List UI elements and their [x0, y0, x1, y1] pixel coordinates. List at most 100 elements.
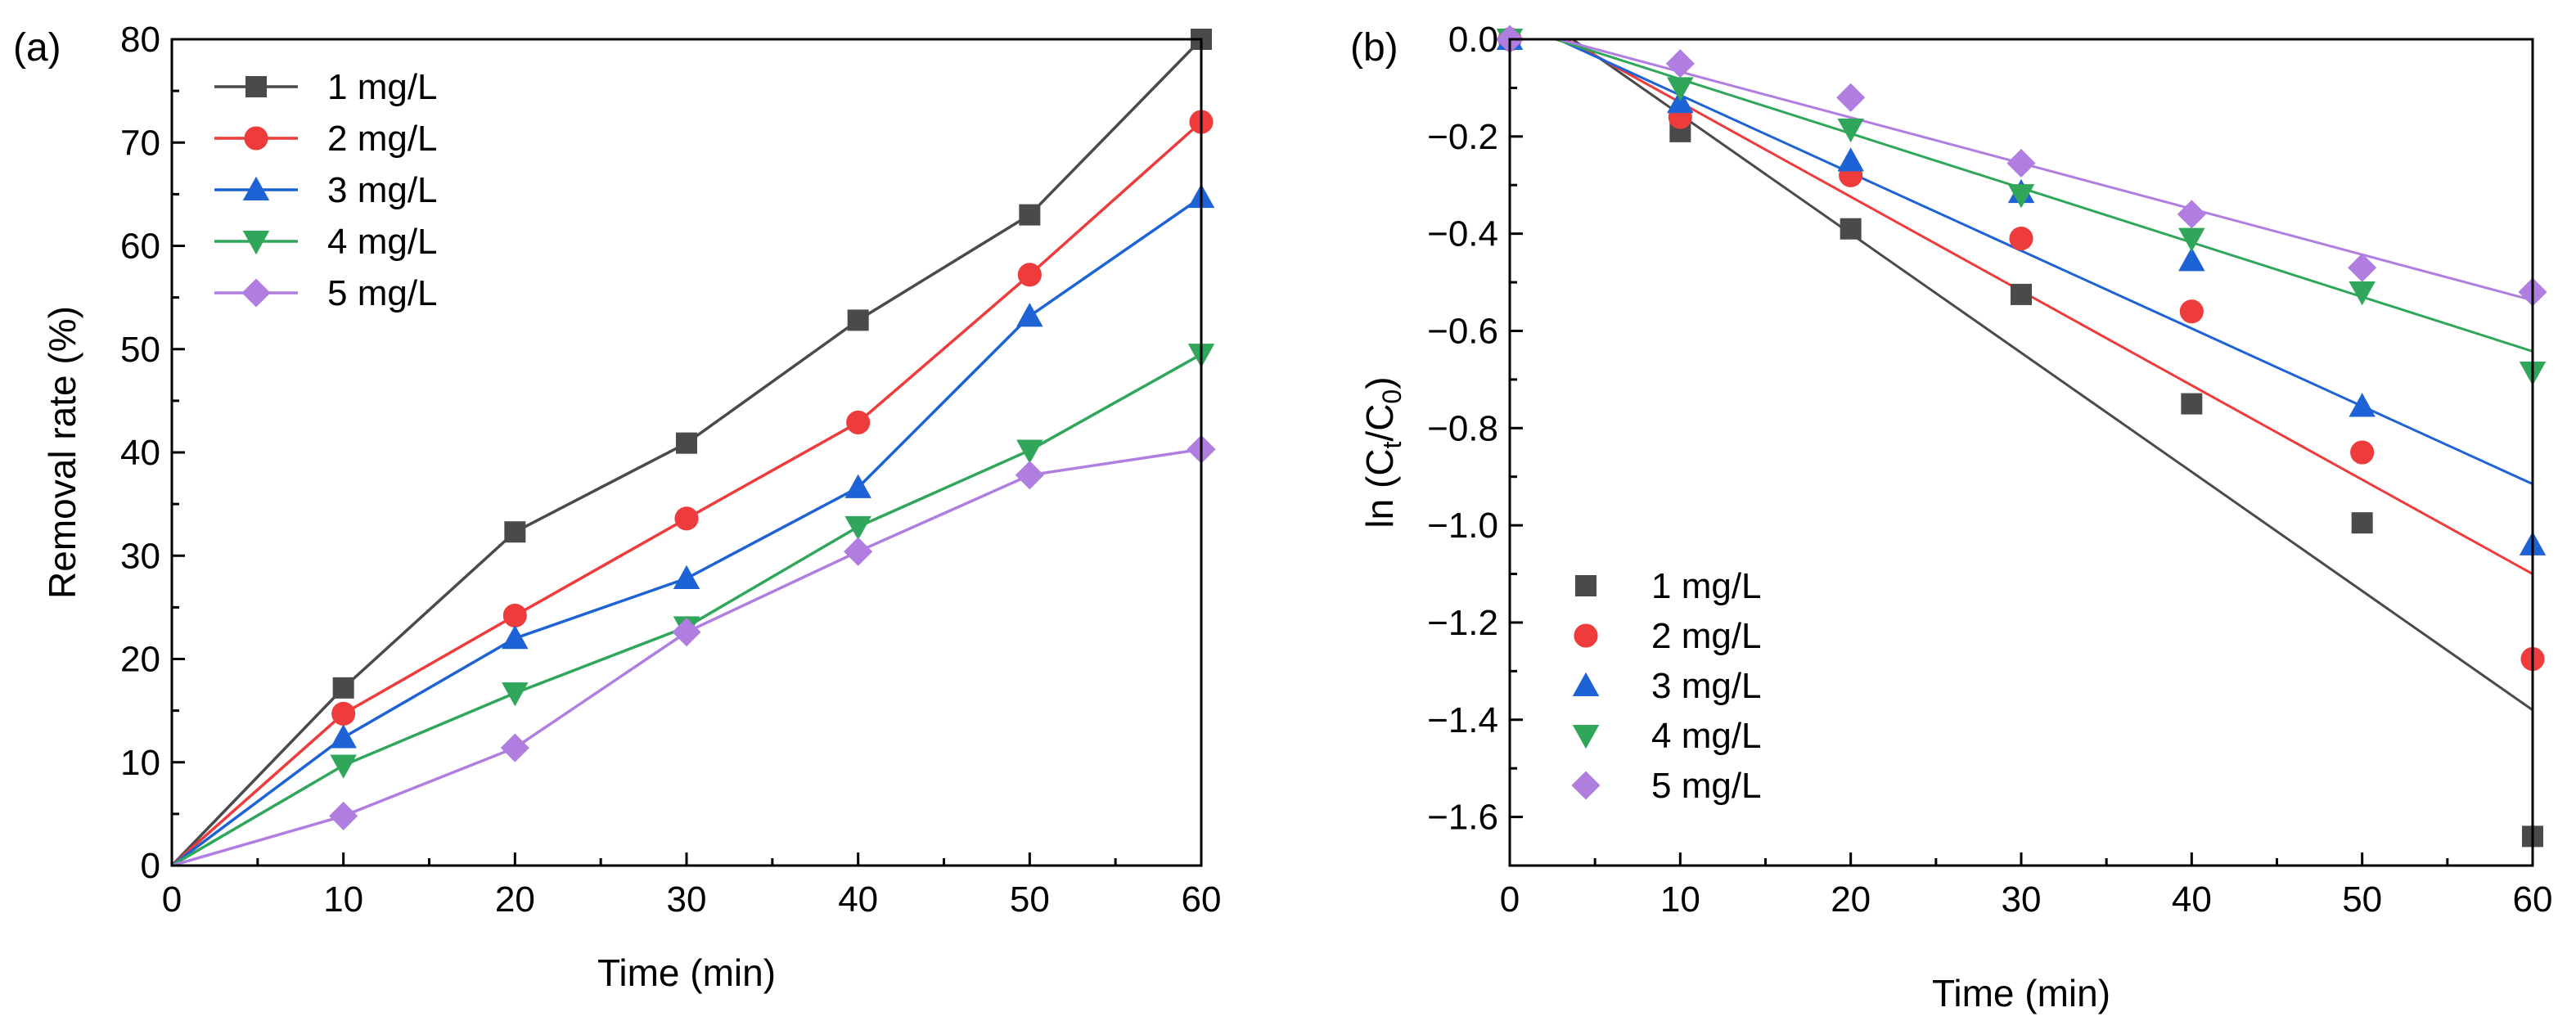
- panel-a-y-tick-label: 40: [120, 433, 160, 473]
- panel-a-x-tick-label: 10: [323, 879, 363, 920]
- legend-marker: [1574, 623, 1598, 648]
- panel-b-y-title-mid: /C: [1358, 404, 1401, 442]
- panel-a-point-s5: [672, 618, 701, 647]
- panel-b-point-s1: [2011, 283, 2032, 305]
- panel-a-label: (a): [13, 26, 61, 70]
- panel-a-y-tick-label: 70: [120, 123, 160, 163]
- panel-b-y-tick-label: −1.2: [1427, 603, 1498, 643]
- panel-b-legend: 1 mg/L 2 mg/L 3 mg/L 4 mg/L 5 mg/L: [1571, 566, 1762, 806]
- panel-b-y-axis-title: ln (Ct/C0): [1358, 376, 1407, 528]
- legend-label: 1 mg/L: [1651, 566, 1762, 606]
- panel-a-point-s2: [846, 410, 871, 434]
- panel-b-point-s5: [1836, 83, 1866, 112]
- legend-marker: [1572, 725, 1600, 749]
- legend-marker: [245, 76, 267, 97]
- panel-a-point-s1: [1019, 204, 1041, 226]
- panel-a-series-line-2: [170, 120, 1203, 867]
- panel-b-point-s4: [1837, 118, 1864, 143]
- panel-a-series-line-4: [171, 353, 1202, 867]
- panel-b-point-s3: [1837, 147, 1864, 172]
- panel-b-point-s4: [2007, 184, 2035, 209]
- panel-b-y-tick-label: −1.0: [1427, 506, 1498, 546]
- panel-a-point-s3: [844, 474, 871, 498]
- panel-b-point-s4: [2349, 281, 2376, 306]
- legend-label: 2 mg/L: [1651, 616, 1762, 656]
- legend-marker: [241, 278, 271, 308]
- panel-b-x-axis-title: Time (min): [1932, 972, 2110, 1014]
- panel-a-point-s5: [500, 733, 529, 762]
- panel-a-x-tick-label: 30: [667, 879, 707, 920]
- panel-b-x-tick-label: 50: [2342, 879, 2382, 920]
- panel-b-y-tick-label: −0.2: [1427, 117, 1498, 157]
- panel-b-point-s1: [2351, 512, 2373, 534]
- panel-a-y-tick-label: 60: [120, 227, 160, 267]
- panel-b-point-s2: [2179, 299, 2204, 324]
- legend-label: 2 mg/L: [327, 119, 438, 159]
- panel-a-point-s4: [502, 682, 529, 707]
- legend-marker: [242, 176, 270, 200]
- panel-a-point-s1: [847, 309, 869, 331]
- legend-label: 4 mg/L: [327, 222, 438, 262]
- panel-a-point-s3: [673, 564, 700, 590]
- panel-a-y-tick-label: 0: [141, 846, 160, 886]
- legend-marker: [244, 126, 268, 151]
- panel-b: (b) 0 10 20 30 40 50 60 0.0 −0.2 −0.4 −0.6 −0.8 −1.0…: [1350, 20, 2552, 1014]
- panel-a-point-s1: [676, 432, 697, 454]
- panel-b-fit-lines: [1555, 38, 2533, 712]
- panel-a-y-tick-label: 20: [120, 640, 160, 680]
- panel-b-x-tick-label: 0: [1500, 879, 1520, 920]
- legend-marker: [1575, 575, 1596, 596]
- panel-a-point-s2: [502, 603, 527, 628]
- panel-a-x-tick-label: 50: [1010, 879, 1050, 920]
- panel-b-x-tick-label: 30: [2002, 879, 2042, 920]
- panel-b-x-tick-label: 60: [2513, 879, 2553, 920]
- panel-b-point-s1: [1840, 218, 1862, 240]
- panel-b-y-tick-label: −0.6: [1427, 311, 1498, 351]
- panel-a-y-tick-label: 80: [120, 20, 160, 60]
- panel-a-point-s2: [674, 506, 699, 531]
- panel-b-point-s2: [2009, 227, 2033, 251]
- panel-a-markers: [329, 29, 1216, 830]
- panel-b-y-title-sub-0: 0: [1377, 389, 1407, 404]
- panel-a-point-s2: [331, 701, 356, 726]
- panel-b-markers: [1495, 25, 2547, 848]
- panel-b-point-s5: [2006, 148, 2036, 178]
- panel-a-y-axis-title: Removal rate (%): [41, 306, 83, 599]
- legend-marker: [242, 231, 270, 255]
- panel-b-y-tick-label: −1.6: [1427, 798, 1498, 838]
- panel-a-x-tick-label: 60: [1182, 879, 1222, 920]
- panel-b-y-tick-label: −0.8: [1427, 408, 1498, 448]
- panel-a-ticks: 0 10 20 30 40 50 60 0 10 20 30 40 50 60 70 80: [120, 20, 1221, 920]
- panel-a: (a) 0 10 20 30 40 50 60 0 10 20 30 40 50 60 70 80 Time …: [13, 20, 1221, 994]
- panel-b-y-title-sub-t: t: [1377, 441, 1407, 448]
- legend-label: 5 mg/L: [1651, 766, 1762, 806]
- panel-b-point-s4: [1667, 77, 1694, 101]
- legend-label: 3 mg/L: [327, 170, 438, 210]
- panel-a-y-tick-label: 30: [120, 536, 160, 576]
- panel-b-y-tick-label: −1.4: [1427, 700, 1498, 740]
- panel-b-point-s4: [2178, 227, 2205, 252]
- panel-a-point-s4: [330, 754, 357, 779]
- panel-a-point-s1: [504, 521, 526, 543]
- panel-a-x-tick-label: 20: [495, 879, 535, 920]
- panel-b-fit-line-1: [1571, 38, 2533, 712]
- panel-a-point-s4: [844, 515, 871, 541]
- panel-a-y-tick-label: 10: [120, 743, 160, 783]
- panel-b-label: (b): [1350, 26, 1398, 70]
- panel-b-point-s3: [2178, 247, 2205, 272]
- panel-a-point-s3: [502, 625, 529, 650]
- panel-a-x-axis-title: Time (min): [597, 951, 776, 994]
- legend-label: 3 mg/L: [1651, 666, 1762, 706]
- panel-b-y-tick-label: −0.4: [1427, 214, 1498, 254]
- panel-b-y-title-main: ln (C: [1358, 448, 1401, 528]
- panel-a-point-s5: [844, 537, 873, 566]
- panel-b-point-s2: [2350, 440, 2375, 465]
- panel-a-x-tick-label: 0: [162, 879, 182, 920]
- legend-marker: [1572, 672, 1600, 696]
- panel-b-point-s5: [1665, 49, 1695, 79]
- panel-a-point-s5: [329, 801, 358, 830]
- panel-a-point-s3: [330, 724, 357, 749]
- panel-a-y-tick-label: 50: [120, 330, 160, 370]
- panel-a-legend: 1 mg/L 2 mg/L 3 mg/L 4 mg/L 5 mg/L: [214, 67, 438, 313]
- legend-marker: [1571, 771, 1601, 800]
